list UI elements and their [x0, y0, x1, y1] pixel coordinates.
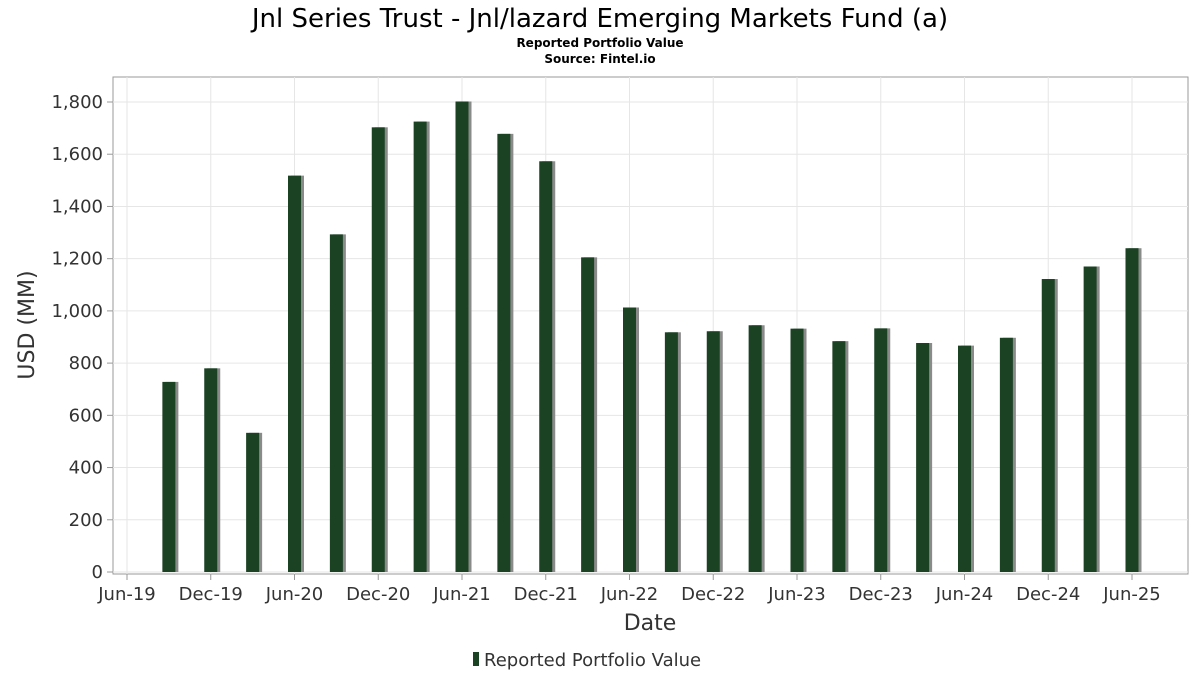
x-tick-label: Dec-23: [849, 584, 913, 605]
x-tick-label: Dec-19: [179, 584, 243, 605]
bar: [706, 331, 720, 572]
y-axis: 0 200 400 600 800 1,000 1,200 1,400 1,600 1,800: [51, 92, 113, 583]
bar: [371, 127, 385, 573]
y-tick-label: 600: [69, 405, 103, 426]
y-tick-label: 1,200: [51, 249, 103, 270]
bar: [329, 234, 343, 572]
bar: [874, 328, 888, 572]
bar: [581, 257, 595, 572]
bar: [413, 121, 427, 572]
bar: [204, 368, 218, 572]
y-tick-label: 1,000: [51, 301, 103, 322]
bar: [539, 161, 553, 572]
y-axis-title: USD (MM): [15, 270, 40, 379]
legend-label: Reported Portfolio Value: [484, 650, 701, 671]
chart-title: Jnl Series Trust - Jnl/lazard Emerging M…: [250, 4, 948, 34]
bar: [832, 341, 846, 572]
y-tick-label: 800: [69, 353, 103, 374]
bar: [999, 337, 1013, 572]
bar: [664, 332, 678, 572]
x-tick-label: Dec-21: [514, 584, 578, 605]
x-tick-label: Dec-22: [681, 584, 745, 605]
bar: [1083, 266, 1097, 572]
bar: [790, 328, 804, 572]
x-tick-label: Jun-25: [1102, 584, 1161, 605]
x-tick-label: Jun-23: [767, 584, 826, 605]
y-tick-label: 1,800: [51, 92, 103, 113]
y-tick-label: 0: [92, 562, 103, 583]
bar: [1125, 248, 1139, 572]
chart-source: Source: Fintel.io: [544, 52, 655, 66]
bar: [246, 432, 260, 572]
bar: [748, 325, 762, 572]
bar: [162, 381, 176, 572]
y-tick-label: 200: [69, 510, 103, 531]
bar: [497, 133, 511, 572]
legend-swatch: [473, 652, 479, 666]
y-tick-label: 400: [69, 458, 103, 479]
x-axis-title: Date: [624, 611, 677, 636]
bar: [916, 343, 930, 572]
bar: [288, 175, 301, 572]
x-tick-label: Jun-21: [432, 584, 491, 605]
x-tick-label: Dec-24: [1016, 584, 1080, 605]
bar: [455, 101, 469, 572]
y-tick-label: 1,400: [51, 196, 103, 217]
bar-layer: [162, 101, 1142, 573]
x-tick-label: Jun-24: [935, 584, 994, 605]
plot-area: [112, 76, 1189, 575]
bar: [1041, 279, 1055, 572]
legend: Reported Portfolio Value: [473, 650, 701, 671]
x-tick-label: Jun-19: [97, 584, 156, 605]
chart-subtitle: Reported Portfolio Value: [516, 36, 683, 50]
bar: [623, 307, 636, 572]
x-tick-label: Jun-20: [265, 584, 324, 605]
x-tick-label: Jun-22: [600, 584, 659, 605]
x-tick-label: Dec-20: [346, 584, 410, 605]
y-tick-label: 1,600: [51, 144, 103, 165]
bar: [958, 345, 971, 572]
x-axis: Jun-19 Dec-19 Jun-20 Dec-20 Jun-21 Dec-21 Jun-…: [97, 574, 1161, 605]
